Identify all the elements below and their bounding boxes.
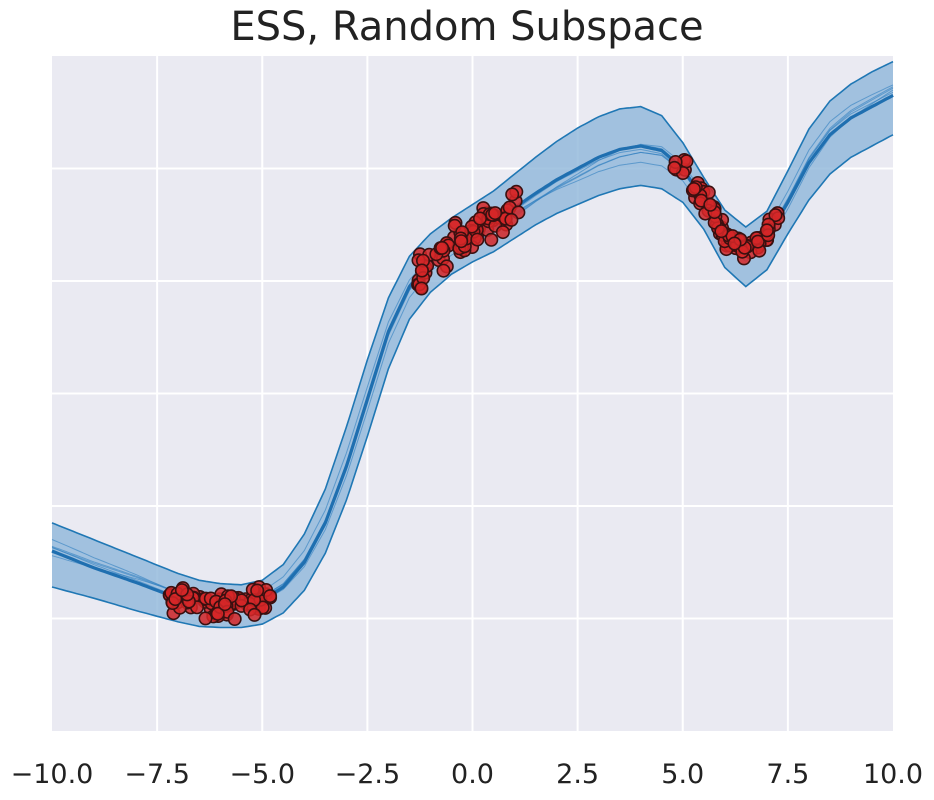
- confidence-band: [51, 60, 894, 629]
- data-point: [174, 583, 189, 598]
- band-lower-edge: [51, 134, 894, 629]
- data-point: [759, 223, 774, 238]
- x-tick-label: 5.0: [661, 759, 704, 790]
- data-point: [703, 197, 718, 212]
- data-point: [227, 611, 242, 626]
- data-point: [210, 606, 225, 621]
- data-point: [505, 187, 520, 202]
- data-point: [217, 597, 232, 612]
- data-point: [263, 589, 278, 604]
- data-point: [250, 583, 265, 598]
- x-tick-label: 0.0: [451, 759, 494, 790]
- x-tick-label: 10.0: [863, 759, 923, 790]
- data-point: [727, 236, 742, 251]
- data-point: [686, 182, 701, 197]
- data-point: [435, 240, 450, 255]
- data-point: [495, 225, 510, 240]
- data-point: [247, 607, 262, 622]
- data-point: [470, 232, 485, 247]
- data-point: [714, 224, 729, 239]
- data-point: [768, 208, 783, 223]
- data-point: [750, 234, 765, 249]
- data-point: [414, 263, 429, 278]
- x-tick-label: −10.0: [11, 759, 94, 790]
- data-point: [472, 211, 487, 226]
- data-point: [504, 212, 519, 227]
- data-point: [667, 160, 682, 175]
- data-point: [198, 611, 213, 626]
- chart-title: ESS, Random Subspace: [230, 4, 704, 50]
- x-tick-label: 2.5: [556, 759, 599, 790]
- data-point: [484, 232, 499, 247]
- data-point: [454, 234, 469, 249]
- data-point: [414, 281, 429, 296]
- x-tick-label: 7.5: [766, 759, 809, 790]
- x-tick-labels: −10.0 −7.5 −5.0 −2.5 0.0 2.5 5.0 7.5 10.0: [11, 759, 923, 790]
- x-tick-label: −2.5: [335, 759, 401, 790]
- data-point: [488, 206, 503, 221]
- x-tick-label: −7.5: [124, 759, 190, 790]
- confidence-band-fill: [52, 61, 893, 628]
- data-point: [436, 263, 451, 278]
- data-points: [162, 153, 786, 626]
- band-upper-edge: [51, 60, 894, 586]
- x-tick-label: −5.0: [229, 759, 295, 790]
